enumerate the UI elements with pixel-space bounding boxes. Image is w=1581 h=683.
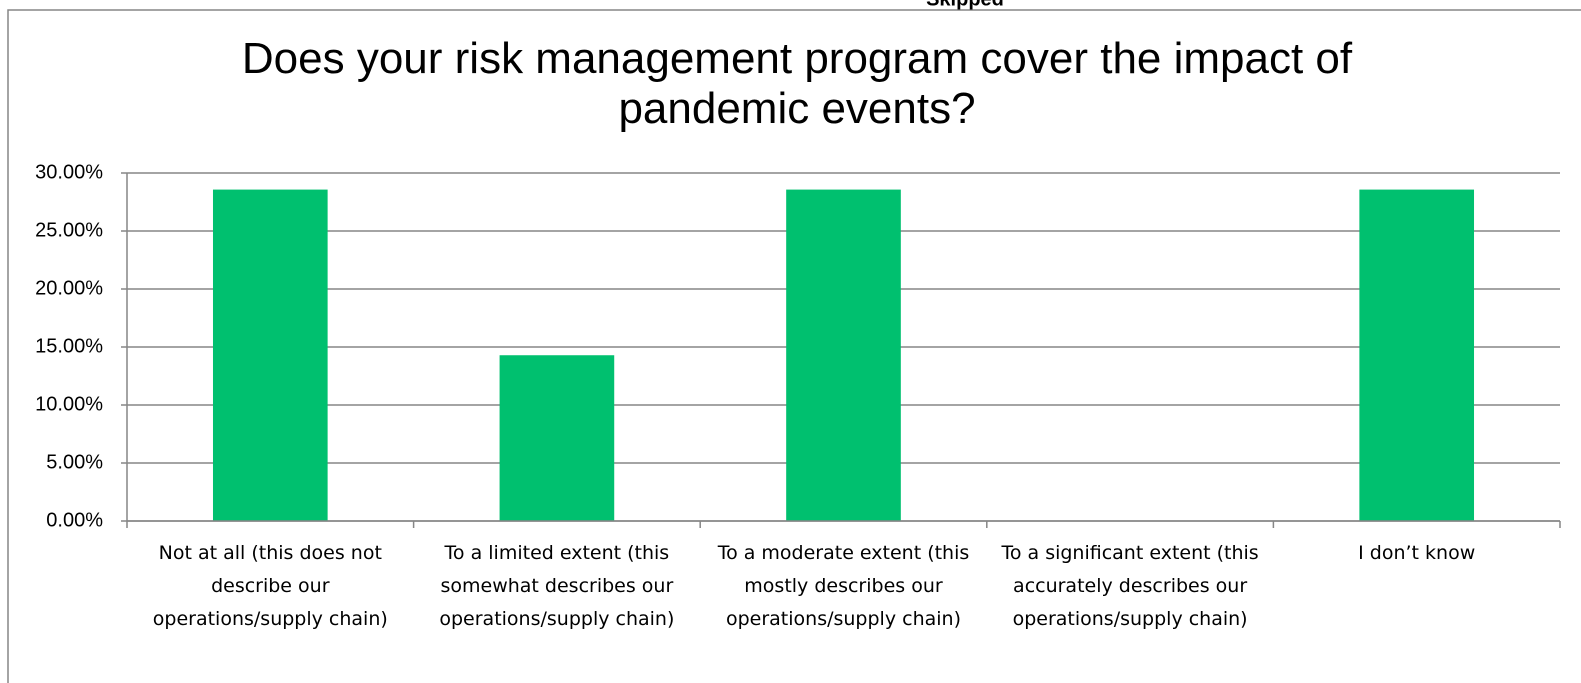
bar: [786, 189, 901, 521]
chart-title-box: Does your risk management program cover …: [241, 34, 1353, 133]
x-tick-label-box: To a moderate extent (this mostly descri…: [717, 542, 970, 630]
y-tick-label: 30.00%: [35, 161, 103, 183]
chart-title: Does your risk management program cover …: [241, 34, 1353, 133]
y-tick-label: 25.00%: [35, 219, 103, 241]
bar: [212, 189, 328, 521]
x-tick-label-box: To a limited extent (this somewhat descr…: [439, 542, 675, 630]
y-tick-label: 0.00%: [46, 509, 103, 531]
x-tick-label-box: Not at all (this does not describe our o…: [152, 542, 388, 630]
y-tick-label: 15.00%: [35, 335, 103, 357]
header-fragment: Skipped: [926, 0, 1004, 10]
x-tick-label: To a limited extent (this somewhat descr…: [439, 542, 675, 630]
bar: [499, 355, 615, 521]
x-tick-label: To a moderate extent (this mostly descri…: [717, 542, 970, 630]
x-tick-label: To a significant extent (this accurately…: [1001, 542, 1259, 630]
x-tick-label-box: To a significant extent (this accurately…: [1001, 542, 1259, 630]
x-tick-label: I don’t know: [1358, 542, 1476, 564]
y-tick-label: 10.00%: [35, 393, 103, 415]
y-tick-label: 5.00%: [46, 451, 103, 473]
x-tick-label: Not at all (this does not describe our o…: [152, 542, 388, 630]
x-tick-label-box: I don’t know: [1358, 542, 1476, 564]
y-tick-label: 20.00%: [35, 277, 103, 299]
bar: [1359, 189, 1475, 521]
